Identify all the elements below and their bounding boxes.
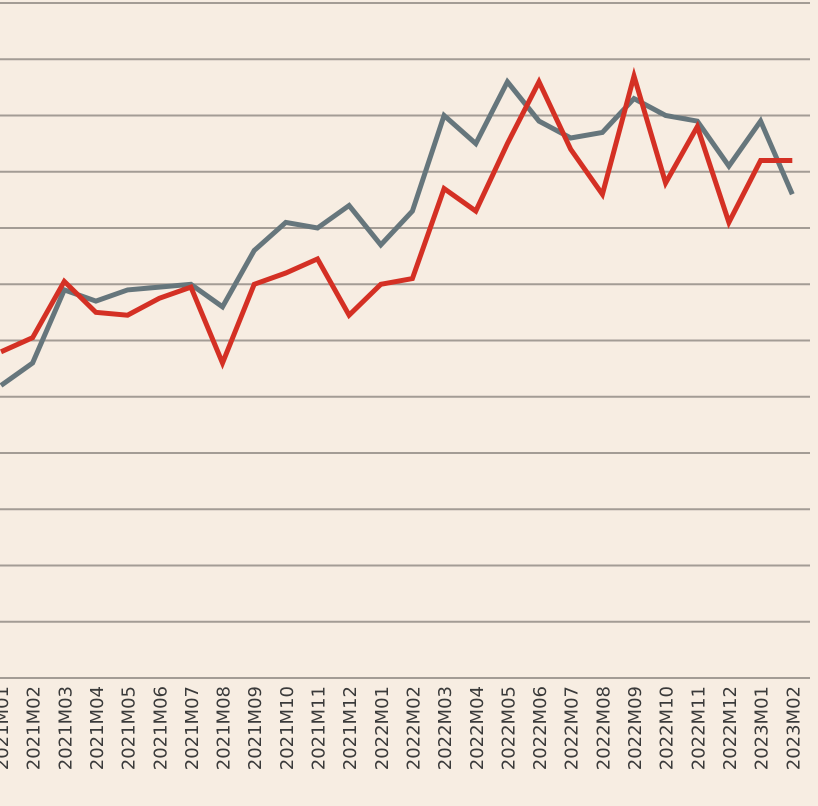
x-tick-label: 2021M10 xyxy=(277,686,298,770)
series-line-1 xyxy=(0,77,795,388)
x-tick-label: 2021M05 xyxy=(119,686,140,770)
x-tick-label: 2021M11 xyxy=(309,686,330,770)
x-tick-label: 2021M07 xyxy=(182,686,203,770)
x-tick-label: 2021M08 xyxy=(214,686,235,770)
x-tick-label: 2022M02 xyxy=(403,686,424,770)
x-tick-label: 2021M04 xyxy=(87,686,108,770)
x-tick-label: 2022M11 xyxy=(688,686,709,770)
x-tick-label: 2023M02 xyxy=(783,686,804,770)
x-tick-label: 2022M09 xyxy=(625,686,646,770)
x-tick-label: 2022M03 xyxy=(435,686,456,770)
x-tick-label: 2022M12 xyxy=(720,686,741,770)
x-tick-label: 2021M12 xyxy=(340,686,361,770)
series-layer xyxy=(0,66,795,388)
x-tick-label: 2021M02 xyxy=(24,686,45,770)
x-tick-label: 2022M08 xyxy=(593,686,614,770)
x-tick-label: 2022M01 xyxy=(372,686,393,770)
x-tick-label: 2022M06 xyxy=(530,686,551,770)
x-tick-label: 2021M03 xyxy=(55,686,76,770)
x-tick-label: 2022M04 xyxy=(467,686,488,770)
x-tick-label: 2021M09 xyxy=(245,686,266,770)
x-tick-label: 2023M01 xyxy=(752,686,773,770)
x-tick-label: 2021M06 xyxy=(150,686,171,770)
x-tick-labels: 2021M01 2021M02 2021M03 2021M04 2021M05 2021M… xyxy=(0,686,804,770)
series-line-2 xyxy=(0,66,793,370)
x-tick-label: 2022M07 xyxy=(562,686,583,770)
x-tick-label: 2022M05 xyxy=(498,686,519,770)
gridlines xyxy=(0,2,810,679)
x-tick-label: 2021M01 xyxy=(0,686,13,770)
x-tick-label: 2022M10 xyxy=(657,686,678,770)
